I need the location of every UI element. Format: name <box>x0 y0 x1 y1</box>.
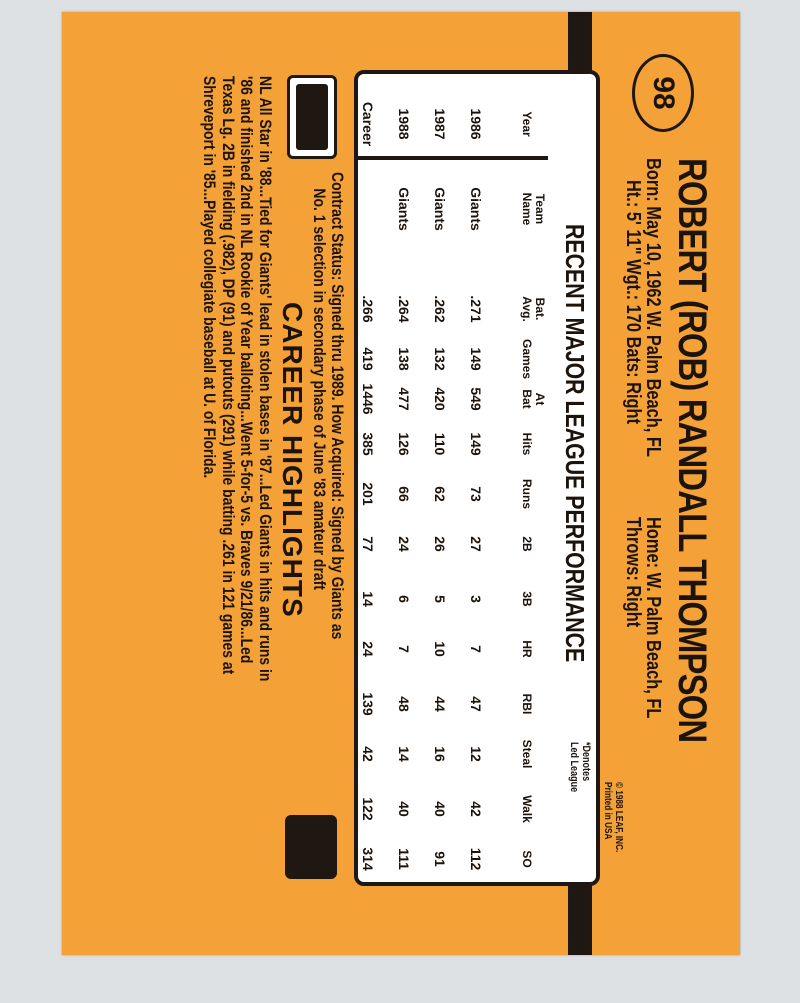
column-header: 3B <box>520 591 534 607</box>
stats-table: RECENT MAJOR LEAGUE PERFORMANCE *Denotes… <box>354 70 600 886</box>
table-cell: 66 <box>396 486 412 502</box>
column-header: At Bat <box>520 389 547 409</box>
table-cell: 6 <box>396 595 412 603</box>
table-cell: 126 <box>396 432 412 456</box>
player-name: ROBERT (ROB) RANDALL THOMPSON <box>670 158 714 743</box>
table-cell: 419 <box>360 347 376 371</box>
table-cell: 42 <box>468 801 484 817</box>
column-header: Walk <box>520 795 534 823</box>
table-cell: 139 <box>360 692 376 716</box>
table-cell: 201 <box>360 482 376 506</box>
table-cell: 132 <box>432 347 448 371</box>
table-cell: 91 <box>432 851 448 867</box>
table-cell: 44 <box>432 696 448 712</box>
table-cell: 77 <box>360 536 376 552</box>
table-cell: 7 <box>396 645 412 653</box>
column-header: RBI <box>520 693 534 715</box>
table-cell: .266 <box>360 295 376 323</box>
born: Born: May 10, 1962 W. Palm Beach, FL <box>642 158 664 457</box>
table-cell: 1446 <box>360 383 376 415</box>
led-league-note: *Denotes Led League <box>568 742 592 793</box>
table-cell: 24 <box>360 641 376 657</box>
table-cell: Giants <box>396 187 412 231</box>
table-cell: 12 <box>468 746 484 762</box>
table-cell: Giants <box>468 187 484 231</box>
table-cell: 138 <box>396 347 412 371</box>
stats-title: RECENT MAJOR LEAGUE PERFORMANCE <box>560 224 590 663</box>
table-cell: 1988 <box>396 108 412 140</box>
home: Home: W. Palm Beach, FL <box>642 517 664 719</box>
column-header: Bat. Avg. <box>520 296 547 322</box>
table-cell: Giants <box>432 187 448 231</box>
table-cell: 42 <box>360 746 376 762</box>
copyright: © 1988 LEAF, INC. Printed in USA <box>602 782 624 853</box>
table-cell: 14 <box>396 746 412 762</box>
column-header: Hits <box>520 432 534 456</box>
table-cell: 122 <box>360 797 376 821</box>
contract-status: Contract Status: Signed thru 1989. How A… <box>310 172 347 640</box>
mlb-logo <box>287 75 337 159</box>
column-header: 2B <box>520 536 534 552</box>
table-cell: 149 <box>468 432 484 456</box>
table-cell: 40 <box>432 801 448 817</box>
table-cell: 420 <box>432 387 448 411</box>
table-cell: .271 <box>468 295 484 323</box>
table-cell: 47 <box>468 696 484 712</box>
mlbpa-logo <box>285 815 337 879</box>
column-header: Year <box>520 111 534 137</box>
table-cell: 549 <box>468 387 484 411</box>
table-cell: 7 <box>468 645 484 653</box>
column-header: HR <box>520 640 534 658</box>
column-header: Steal <box>520 739 534 769</box>
career-highlights-title: CAREER HIGHLIGHTS <box>277 302 308 618</box>
table-cell: 112 <box>468 847 484 871</box>
column-header: Team Name <box>520 192 547 226</box>
table-cell: 5 <box>432 595 448 603</box>
table-cell: 3 <box>468 595 484 603</box>
column-header: Runs <box>520 479 534 509</box>
table-cell: .262 <box>432 295 448 323</box>
table-cell: 10 <box>432 641 448 657</box>
table-cell: 149 <box>468 347 484 371</box>
table-cell: 111 <box>396 848 412 870</box>
table-cell: 1987 <box>432 108 448 140</box>
table-cell: Career <box>360 101 376 147</box>
table-cell: 24 <box>396 536 412 552</box>
table-cell: 62 <box>432 486 448 502</box>
career-highlights-text: NL All Star in '88...Tied for Giants' le… <box>200 76 276 682</box>
table-cell: 1986 <box>468 108 484 140</box>
table-cell: 314 <box>360 847 376 871</box>
table-cell: 477 <box>396 387 412 411</box>
table-cell: .264 <box>396 295 412 323</box>
table-cell: 16 <box>432 746 448 762</box>
column-header: Games <box>520 338 534 380</box>
table-cell: 73 <box>468 486 484 502</box>
table-cell: 110 <box>432 432 448 456</box>
column-header: SO <box>520 850 534 868</box>
card-number: 98 <box>647 76 680 110</box>
baseball-card-back: 98 ROBERT (ROB) RANDALL THOMPSON Born: M… <box>62 12 740 955</box>
table-cell: 27 <box>468 536 484 552</box>
throws: Throws: Right <box>622 517 644 628</box>
card-number-baseball-icon: 98 <box>632 54 694 132</box>
table-cell: 40 <box>396 801 412 817</box>
table-cell: 14 <box>360 591 376 607</box>
divider <box>358 156 548 160</box>
table-cell: 385 <box>360 432 376 456</box>
height-weight-bats: Ht.: 5' 11" Wgt.: 170 Bats: Right <box>622 180 644 425</box>
table-cell: 48 <box>396 696 412 712</box>
table-cell: 26 <box>432 536 448 552</box>
